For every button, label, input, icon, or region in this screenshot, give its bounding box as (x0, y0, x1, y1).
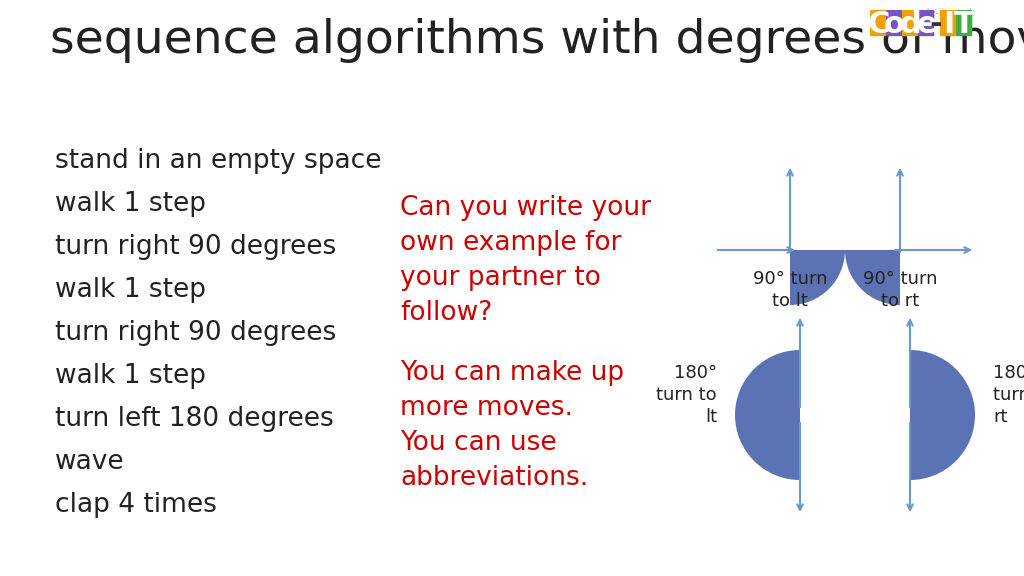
Wedge shape (790, 250, 845, 305)
FancyBboxPatch shape (886, 10, 902, 36)
Text: e: e (916, 10, 937, 39)
Text: 90° turn
to rt: 90° turn to rt (863, 270, 937, 310)
FancyBboxPatch shape (940, 10, 956, 36)
Text: 90° turn
to lt: 90° turn to lt (753, 270, 827, 310)
Text: I: I (943, 10, 954, 39)
Wedge shape (910, 350, 975, 480)
Text: turn right 90 degrees: turn right 90 degrees (55, 320, 336, 346)
Text: 180°
turn to
rt: 180° turn to rt (993, 364, 1024, 426)
Text: code-it.co.uk: code-it.co.uk (912, 8, 975, 18)
Text: walk 1 step: walk 1 step (55, 277, 206, 303)
Text: turn right 90 degrees: turn right 90 degrees (55, 234, 336, 260)
Text: turn left 180 degrees: turn left 180 degrees (55, 406, 334, 432)
Wedge shape (845, 250, 900, 305)
Text: wave: wave (55, 449, 125, 475)
Text: You can make up
more moves.: You can make up more moves. (400, 360, 624, 421)
Wedge shape (735, 350, 800, 480)
Text: stand in an empty space: stand in an empty space (55, 148, 382, 174)
Text: sequence algorithms with degrees of movement: sequence algorithms with degrees of move… (50, 18, 1024, 63)
Text: 180°
turn to
lt: 180° turn to lt (656, 364, 717, 426)
Text: You can use
abbreviations.: You can use abbreviations. (400, 430, 588, 491)
Text: -: - (930, 9, 942, 39)
Text: C: C (867, 10, 890, 39)
FancyBboxPatch shape (902, 10, 919, 36)
Text: walk 1 step: walk 1 step (55, 191, 206, 217)
Text: walk 1 step: walk 1 step (55, 363, 206, 389)
Text: d: d (900, 10, 922, 39)
Text: T: T (954, 10, 975, 39)
FancyBboxPatch shape (870, 10, 887, 36)
Text: o: o (884, 10, 905, 39)
Text: clap 4 times: clap 4 times (55, 492, 217, 518)
Text: Can you write your
own example for
your partner to
follow?: Can you write your own example for your … (400, 195, 651, 326)
FancyBboxPatch shape (918, 10, 934, 36)
FancyBboxPatch shape (956, 10, 973, 36)
